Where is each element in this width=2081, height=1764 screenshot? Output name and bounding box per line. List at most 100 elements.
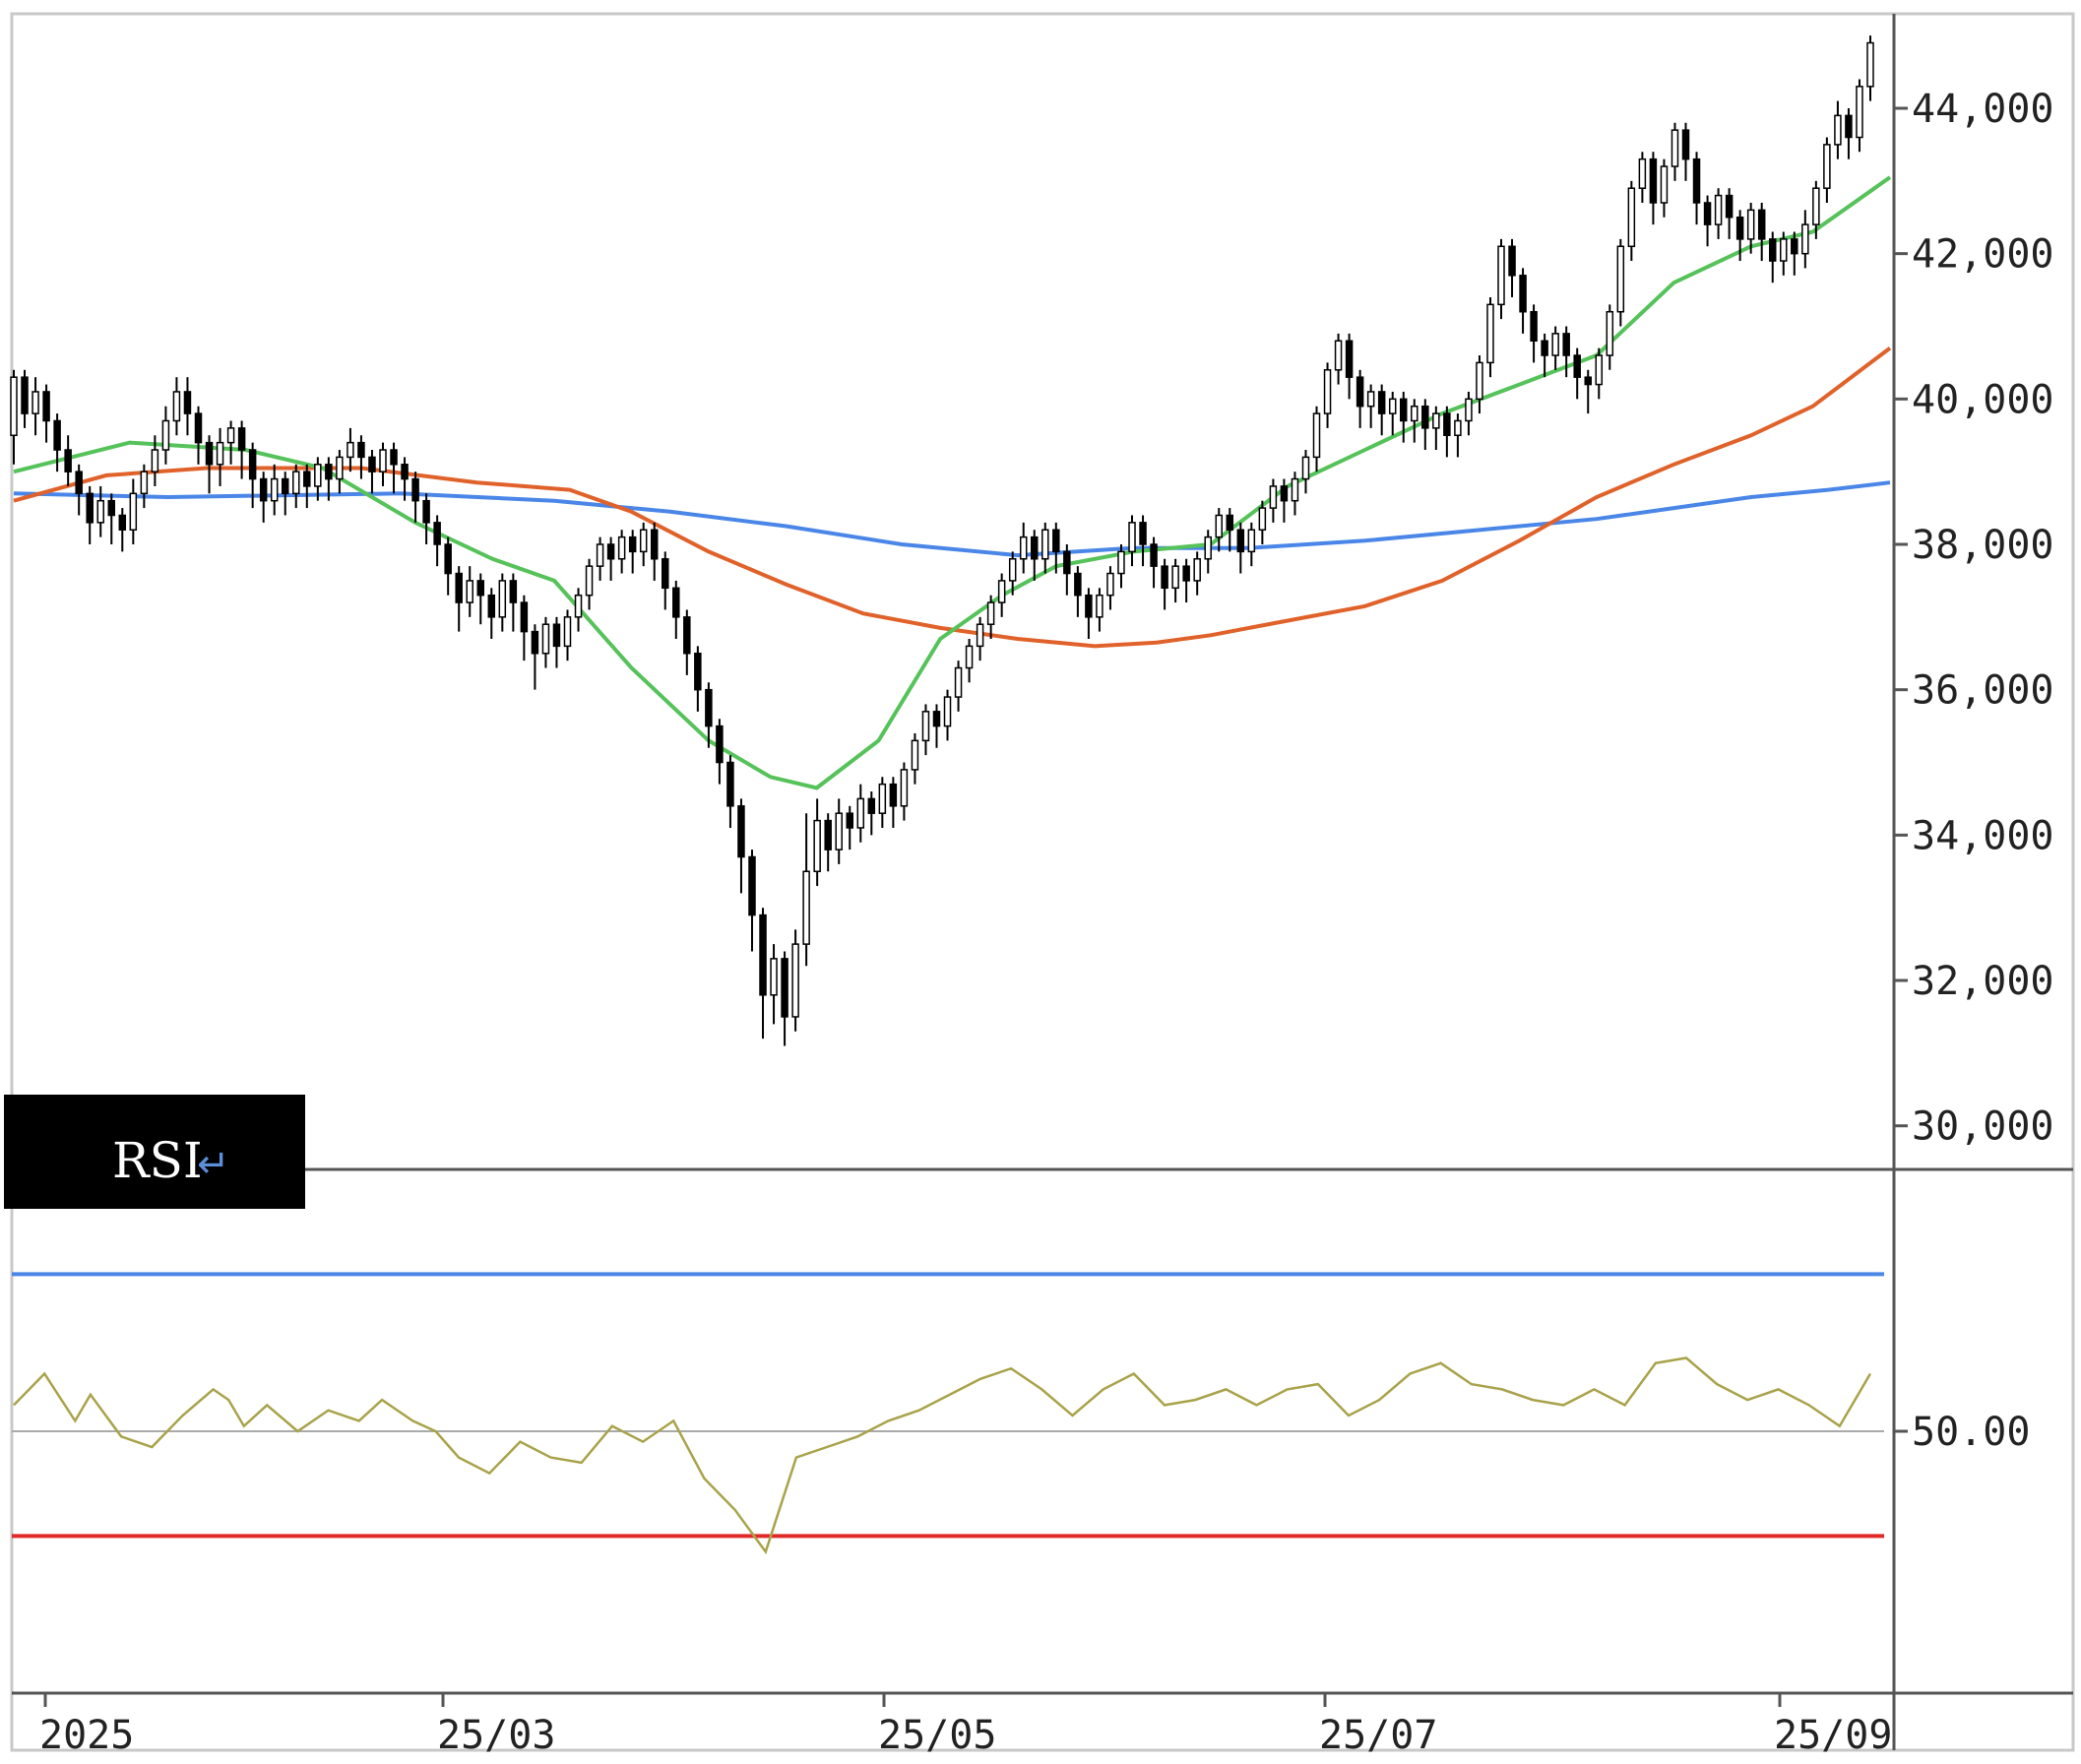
candle	[476, 573, 485, 625]
candle-body-down	[53, 419, 61, 451]
candle-body-up	[835, 812, 843, 850]
candle-body-up	[292, 471, 300, 495]
candle-body-down	[1280, 485, 1289, 502]
candle	[466, 566, 473, 617]
candle	[1627, 180, 1636, 262]
return-arrow-icon: ↵	[197, 1142, 230, 1187]
candle-body-up	[596, 543, 604, 567]
candle-body-up	[1247, 529, 1256, 553]
candle	[1845, 107, 1853, 159]
candle	[596, 536, 604, 581]
time-tick-label: 25/05	[878, 1713, 996, 1758]
candle	[1746, 202, 1755, 254]
price-tick-label: 42,000	[1912, 232, 2054, 278]
candle	[1616, 238, 1625, 327]
candle-body-down	[650, 529, 659, 560]
candle-body-down	[1692, 158, 1701, 204]
candle	[759, 908, 767, 1040]
candle-body-up	[1780, 238, 1788, 262]
candle-body-up	[585, 565, 594, 597]
candle	[781, 951, 788, 1046]
candle	[1226, 508, 1234, 552]
candle	[911, 732, 919, 785]
rsi-tick-label: 50.00	[1912, 1410, 2030, 1455]
candle-body-down	[107, 499, 116, 517]
candle	[1735, 210, 1744, 262]
candle-body-down	[422, 499, 430, 524]
candle	[1117, 544, 1125, 589]
candle	[509, 573, 518, 632]
candle-body-up	[466, 580, 473, 603]
candle	[64, 435, 72, 486]
time-tick-label: 2025	[39, 1713, 134, 1758]
candle-body-down	[444, 543, 452, 575]
candle	[965, 638, 974, 683]
candle-body-down	[846, 812, 854, 829]
candle	[325, 457, 333, 501]
candle-body-down	[1356, 376, 1364, 408]
candle-body-up	[1193, 558, 1201, 582]
candle	[606, 536, 615, 581]
candle	[1584, 369, 1592, 414]
candle-body-up	[986, 601, 995, 625]
candle	[1573, 347, 1581, 400]
candle	[1768, 231, 1777, 284]
candle-body-up	[32, 391, 39, 414]
price-tick-labels: 44,000 42,000 40,000 38,000 36,000 34,000 32,0…	[1894, 87, 2054, 1150]
candle	[1421, 399, 1429, 451]
candle-body-down	[1139, 522, 1147, 545]
candle	[574, 588, 583, 632]
candle	[726, 755, 734, 828]
candle-body-down	[205, 441, 214, 466]
candle-body-down	[1845, 114, 1853, 139]
candle-body-down	[248, 449, 257, 480]
sma-mid-line	[13, 346, 1892, 649]
candle-body-down	[281, 477, 289, 495]
candle-body-down	[1541, 340, 1548, 356]
candle	[1074, 566, 1082, 617]
candle-body-up	[1606, 310, 1614, 356]
rsi-tick-labels: 50.00	[1894, 1410, 2030, 1455]
candle-body-up	[1627, 187, 1636, 248]
candle	[21, 369, 29, 428]
candle-body-down	[259, 477, 268, 502]
candle	[1856, 79, 1863, 153]
candle-body-down	[889, 783, 898, 807]
candle-body-up	[314, 464, 322, 487]
candle-body-up	[10, 376, 18, 437]
candle-body-down	[1236, 529, 1245, 553]
candle-body-down	[1063, 550, 1071, 575]
candle-body-up	[791, 943, 799, 1018]
candle	[802, 813, 810, 967]
candle-body-down	[1573, 354, 1581, 378]
candle	[183, 377, 192, 436]
candle-body-up	[563, 616, 572, 648]
candle	[379, 442, 387, 486]
candle-body-down	[1150, 543, 1158, 567]
candle	[662, 551, 669, 610]
candle	[205, 435, 214, 494]
candle	[617, 530, 626, 574]
candle	[129, 478, 138, 545]
candle	[226, 420, 235, 465]
candle-body-down	[1226, 514, 1234, 531]
candle	[1508, 238, 1516, 297]
candle	[1052, 522, 1060, 574]
candle-body-up	[1486, 303, 1494, 364]
candle	[1866, 35, 1874, 101]
candle-body-up	[1301, 456, 1310, 480]
candle	[1692, 152, 1701, 225]
candle-body-up	[541, 623, 550, 655]
candle	[107, 493, 116, 545]
candle-body-up	[1823, 144, 1831, 189]
candle	[53, 413, 61, 472]
price-tick-label: 40,000	[1912, 377, 2054, 422]
candle	[1280, 478, 1289, 523]
candle-body-down	[1681, 129, 1690, 160]
candle	[770, 944, 778, 1025]
candle	[1019, 522, 1028, 574]
candle-body-down	[1345, 340, 1354, 378]
candle	[1236, 522, 1245, 574]
candle	[639, 522, 648, 567]
candle-body-down	[357, 441, 365, 459]
